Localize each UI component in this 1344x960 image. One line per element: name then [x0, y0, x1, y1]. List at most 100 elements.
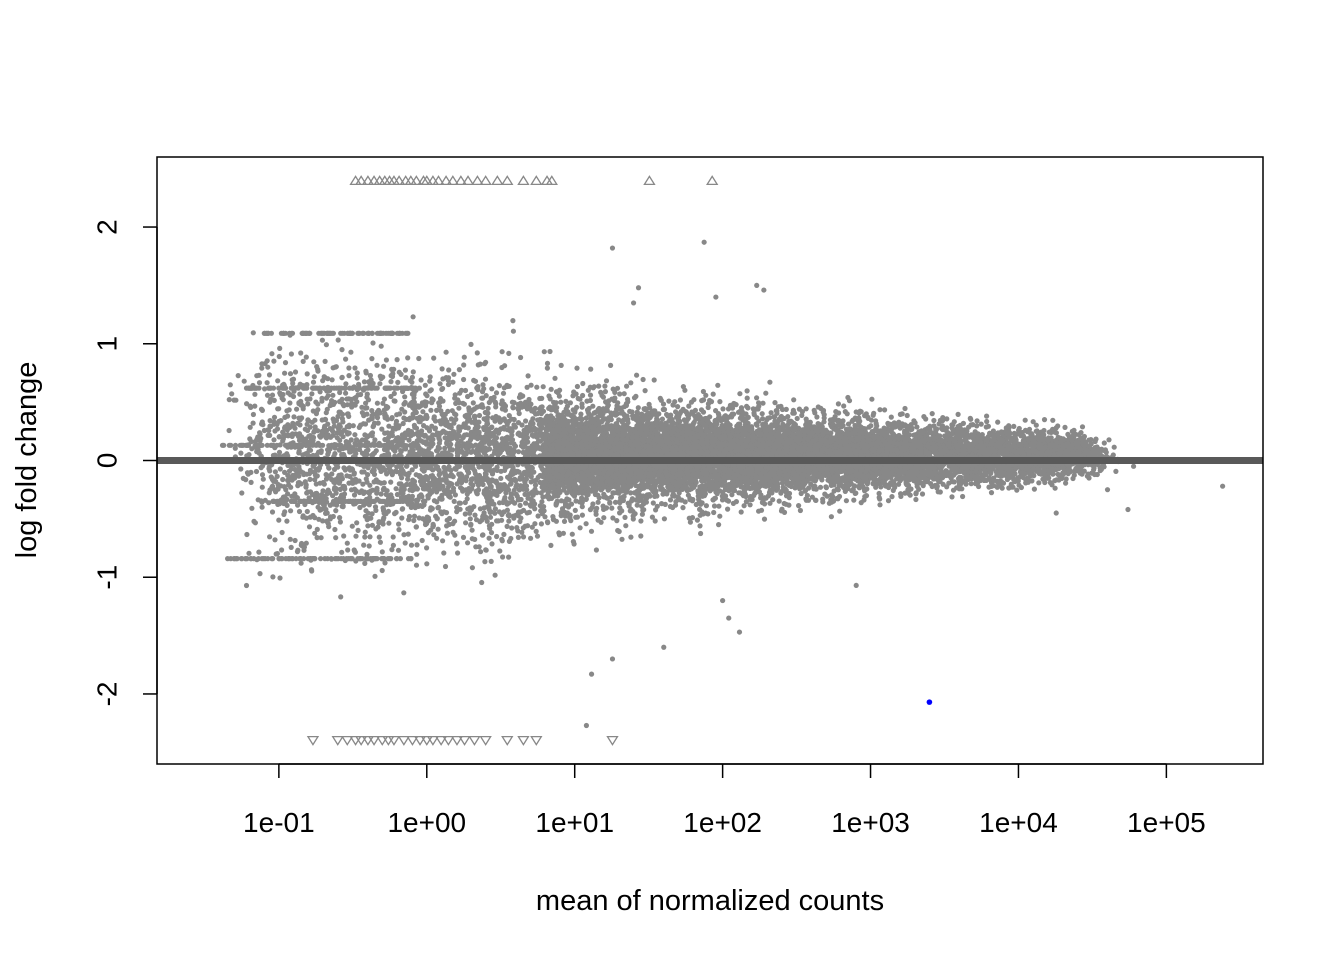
data-point — [986, 484, 992, 490]
data-point — [776, 498, 782, 504]
data-point — [877, 407, 883, 413]
data-point — [623, 523, 629, 529]
data-point — [369, 356, 375, 362]
data-point — [238, 466, 244, 472]
data-point — [365, 472, 371, 478]
data-point — [431, 355, 437, 361]
data-point — [410, 314, 416, 320]
data-point — [639, 511, 646, 517]
data-point — [493, 390, 500, 396]
data-point — [311, 374, 317, 380]
data-point — [462, 511, 468, 517]
data-point — [346, 480, 352, 486]
data-point — [628, 490, 634, 496]
data-point — [390, 542, 396, 549]
data-point — [385, 416, 391, 422]
data-point — [414, 551, 420, 557]
data-point — [277, 575, 283, 581]
data-point — [1022, 417, 1028, 423]
data-point — [803, 406, 809, 412]
data-point — [547, 348, 553, 355]
data-point — [288, 508, 294, 514]
data-point — [238, 450, 244, 456]
data-point — [794, 415, 800, 422]
data-point — [271, 414, 278, 420]
data-point — [395, 379, 401, 385]
data-point — [479, 389, 486, 395]
data-point — [279, 547, 285, 553]
data-point — [716, 522, 722, 528]
data-point — [345, 547, 351, 553]
data-point — [354, 520, 360, 526]
data-point — [265, 432, 271, 438]
data-point — [451, 498, 457, 504]
data-point — [587, 397, 594, 404]
data-point — [259, 484, 265, 490]
data-point — [544, 365, 551, 371]
data-point — [533, 528, 539, 535]
data-point — [333, 508, 339, 514]
data-point — [280, 476, 286, 483]
data-point — [841, 403, 847, 409]
data-point — [459, 472, 465, 478]
data-point — [279, 529, 285, 536]
data-point — [510, 318, 516, 324]
data-point — [406, 513, 413, 520]
data-point — [661, 516, 668, 522]
data-point — [574, 383, 581, 390]
data-point — [545, 520, 551, 526]
data-point — [313, 399, 319, 405]
data-point — [574, 365, 580, 371]
data-point — [478, 549, 484, 555]
data-point — [743, 499, 750, 505]
data-point — [337, 519, 343, 525]
data-point — [492, 429, 498, 435]
data-point — [588, 366, 594, 372]
data-point — [439, 366, 445, 372]
data-point — [517, 502, 523, 508]
data-point — [355, 527, 361, 534]
data-point — [851, 497, 857, 503]
data-point — [697, 523, 703, 529]
data-point — [388, 479, 394, 485]
data-point — [356, 446, 363, 453]
data-point — [1053, 425, 1059, 431]
data-point — [465, 540, 471, 546]
data-point — [461, 376, 467, 383]
data-point — [476, 412, 483, 419]
data-point — [482, 559, 488, 565]
data-point — [705, 511, 711, 517]
data-point — [401, 401, 407, 407]
data-point — [1079, 424, 1086, 430]
data-point — [427, 374, 433, 380]
data-point — [878, 484, 884, 490]
data-point — [698, 530, 704, 537]
data-point — [455, 550, 461, 556]
data-point — [434, 407, 440, 413]
data-point — [323, 342, 329, 348]
data-point — [258, 465, 264, 471]
data-point — [601, 515, 607, 521]
data-point — [410, 369, 416, 375]
data-point — [1093, 436, 1099, 442]
data-point — [267, 534, 273, 540]
data-point — [446, 367, 452, 373]
data-point — [514, 525, 520, 531]
data-point — [405, 531, 411, 537]
data-point — [346, 365, 352, 371]
data-point — [1111, 444, 1117, 450]
data-point — [276, 353, 282, 360]
data-point — [508, 535, 514, 542]
points-layer — [219, 314, 1121, 600]
data-point — [456, 405, 462, 411]
data-point — [558, 399, 564, 405]
data-point — [845, 421, 852, 427]
data-point — [525, 373, 531, 379]
data-point — [472, 512, 478, 518]
data-point — [510, 404, 516, 410]
data-point — [738, 509, 744, 515]
data-point — [516, 410, 522, 417]
data-point — [541, 349, 547, 355]
data-point — [501, 531, 507, 538]
data-point — [754, 395, 760, 401]
